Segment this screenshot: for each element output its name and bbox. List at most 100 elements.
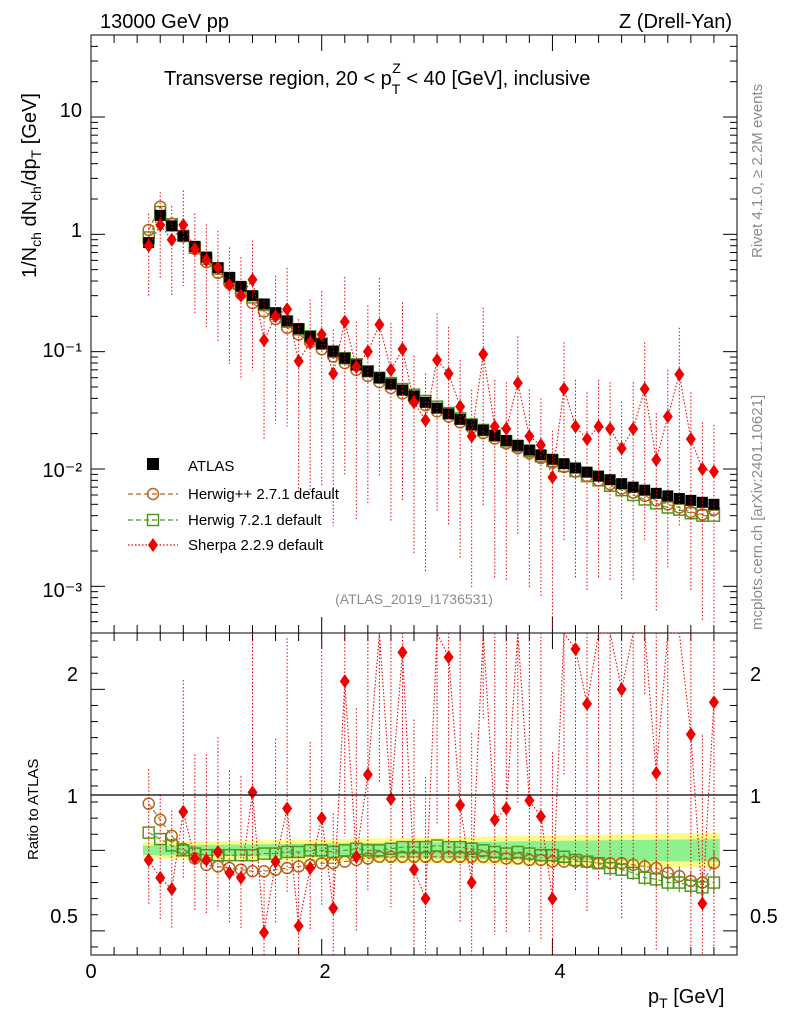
ratio-point-herwig-2-7-1-default bbox=[280, 861, 294, 875]
point-sherpa-2-2-9-default bbox=[409, 395, 419, 410]
point-sherpa-2-2-9-default bbox=[212, 260, 223, 275]
ratio-point-sherpa-2-2-9-default bbox=[166, 881, 177, 896]
ratio-point-sherpa-2-2-9-default bbox=[282, 801, 293, 816]
point-sherpa-2-2-9-default bbox=[178, 218, 189, 233]
main-tick-label-10: 10 bbox=[60, 100, 82, 122]
point-atlas bbox=[558, 458, 570, 470]
point-sherpa-2-2-9-default bbox=[351, 360, 362, 375]
rivet-label: Rivet 4.1.0, ≥ 2.2M events bbox=[749, 84, 766, 258]
point-sherpa-2-2-9-default bbox=[535, 438, 546, 453]
point-atlas bbox=[500, 434, 512, 446]
legend-label-sherpa: Sherpa 2.2.9 default bbox=[188, 537, 324, 554]
ratio-point-herwig-2-7-1-default bbox=[315, 856, 328, 870]
point-atlas bbox=[154, 209, 166, 221]
point-atlas bbox=[454, 413, 466, 425]
ratio-point-herwig-2-7-1-default bbox=[338, 855, 352, 868]
ratio-point-sherpa-2-2-9-default bbox=[305, 861, 316, 876]
legend-label-herwig7: Herwig 7.2.1 default bbox=[188, 512, 322, 529]
plot-title-sub: T bbox=[392, 81, 401, 97]
ratio-point-sherpa-2-2-9-default bbox=[685, 727, 696, 742]
ratio-point-herwig-2-7-1-default bbox=[707, 856, 721, 870]
point-sherpa-2-2-9-default bbox=[651, 452, 662, 467]
point-herwig-2-7-1-default bbox=[696, 508, 709, 521]
point-sherpa-2-2-9-default bbox=[189, 241, 200, 256]
point-atlas bbox=[362, 365, 374, 377]
main-y-axis-label: 1/Nch dNch/dpT [GeV] bbox=[19, 93, 44, 278]
point-sherpa-2-2-9-default bbox=[339, 314, 350, 329]
plot-title-post: < 40 [GeV], inclusive bbox=[401, 68, 591, 90]
legend-label-herwigpp: Herwig++ 2.7.1 default bbox=[188, 486, 340, 503]
point-sherpa-2-2-9-default bbox=[685, 432, 696, 447]
ratio-point-herwig-2-7-1-default bbox=[153, 813, 167, 827]
plot-title-sup: Z bbox=[392, 60, 401, 76]
ratio-y-axis-label: Ratio to ATLAS bbox=[25, 759, 42, 860]
point-sherpa-2-2-9-default bbox=[374, 317, 385, 332]
ratio-point-herwig-2-7-1-default bbox=[523, 853, 536, 867]
point-sherpa-2-2-9-default bbox=[224, 277, 235, 292]
ratio-point-sherpa-2-2-9-default bbox=[247, 785, 258, 800]
ratio-point-sherpa-2-2-9-default bbox=[212, 844, 223, 859]
legend-marker-atlas bbox=[147, 458, 159, 470]
point-sherpa-2-2-9-default bbox=[420, 413, 431, 428]
point-sherpa-2-2-9-default bbox=[362, 344, 373, 359]
ratio-tick-label-2-right: 2 bbox=[750, 664, 761, 686]
ratio-point-sherpa-2-2-9-default bbox=[201, 853, 212, 868]
ratio-point-sherpa-2-2-9-default bbox=[420, 891, 431, 906]
ratio-point-sherpa-2-2-9-default bbox=[489, 812, 500, 827]
ratio-point-sherpa-2-2-9-default bbox=[155, 870, 166, 885]
series-line-sherpa-2-2-9-default bbox=[148, 224, 715, 478]
point-atlas bbox=[673, 493, 685, 505]
ratio-point-sherpa-2-2-9-default bbox=[524, 793, 535, 808]
ratio-point-sherpa-2-2-9-default bbox=[259, 925, 270, 940]
point-atlas bbox=[685, 494, 697, 506]
process-label: Z (Drell-Yan) bbox=[619, 11, 732, 33]
point-atlas bbox=[177, 230, 189, 242]
point-atlas bbox=[247, 290, 258, 302]
point-sherpa-2-2-9-default bbox=[385, 362, 396, 377]
ratio-point-sherpa-2-2-9-default bbox=[397, 645, 408, 660]
point-sherpa-2-2-9-default bbox=[512, 376, 523, 391]
x-tick-label-4: 4 bbox=[554, 961, 565, 983]
point-sherpa-2-2-9-default bbox=[616, 441, 627, 456]
ratio-point-sherpa-2-2-9-default bbox=[443, 650, 454, 665]
ratio-tick-label-2-left: 2 bbox=[67, 664, 78, 686]
ratio-point-herwig-7-2-1-default bbox=[142, 826, 155, 839]
point-sherpa-2-2-9-default bbox=[270, 309, 281, 324]
point-sherpa-2-2-9-default bbox=[316, 327, 327, 342]
point-herwig-2-7-1-default bbox=[684, 505, 698, 519]
point-atlas bbox=[581, 466, 593, 478]
point-sherpa-2-2-9-default bbox=[432, 352, 443, 367]
point-sherpa-2-2-9-default bbox=[466, 429, 477, 444]
ratio-point-sherpa-2-2-9-default bbox=[316, 811, 327, 826]
point-atlas bbox=[373, 372, 385, 384]
ratio-point-sherpa-2-2-9-default bbox=[501, 801, 512, 816]
point-sherpa-2-2-9-default bbox=[201, 253, 212, 268]
point-atlas bbox=[708, 498, 720, 510]
legend: ATLAS Herwig++ 2.7.1 default Herwig 7.2.… bbox=[128, 458, 340, 554]
plot-title: Transverse region, 20 < pTZ < 40 [GeV], … bbox=[164, 60, 590, 97]
point-sherpa-2-2-9-default bbox=[593, 419, 604, 434]
point-sherpa-2-2-9-default bbox=[628, 421, 639, 436]
ratio-point-herwig-2-7-1-default bbox=[257, 865, 271, 878]
ratio-point-sherpa-2-2-9-default bbox=[293, 919, 304, 934]
point-sherpa-2-2-9-default bbox=[697, 461, 708, 476]
plot-title-pre: Transverse region, 20 < p bbox=[164, 68, 392, 90]
main-tick-label-0p1: 10⁻¹ bbox=[43, 340, 83, 362]
point-sherpa-2-2-9-default bbox=[605, 421, 616, 436]
ratio-point-sherpa-2-2-9-default bbox=[143, 853, 154, 868]
ratio-point-sherpa-2-2-9-default bbox=[409, 862, 419, 877]
point-atlas bbox=[443, 408, 455, 420]
point-sherpa-2-2-9-default bbox=[293, 354, 304, 369]
legend-marker-sherpa bbox=[148, 538, 158, 552]
legend-marker-herwigpp bbox=[146, 487, 160, 501]
point-atlas bbox=[696, 496, 708, 508]
x-tick-label-2: 2 bbox=[319, 961, 330, 983]
point-sherpa-2-2-9-default bbox=[143, 238, 154, 253]
ratio-point-sherpa-2-2-9-default bbox=[651, 766, 662, 781]
point-sherpa-2-2-9-default bbox=[443, 366, 454, 381]
point-sherpa-2-2-9-default bbox=[166, 232, 177, 247]
point-sherpa-2-2-9-default bbox=[639, 382, 650, 397]
point-sherpa-2-2-9-default bbox=[524, 429, 535, 444]
point-atlas bbox=[650, 487, 662, 499]
